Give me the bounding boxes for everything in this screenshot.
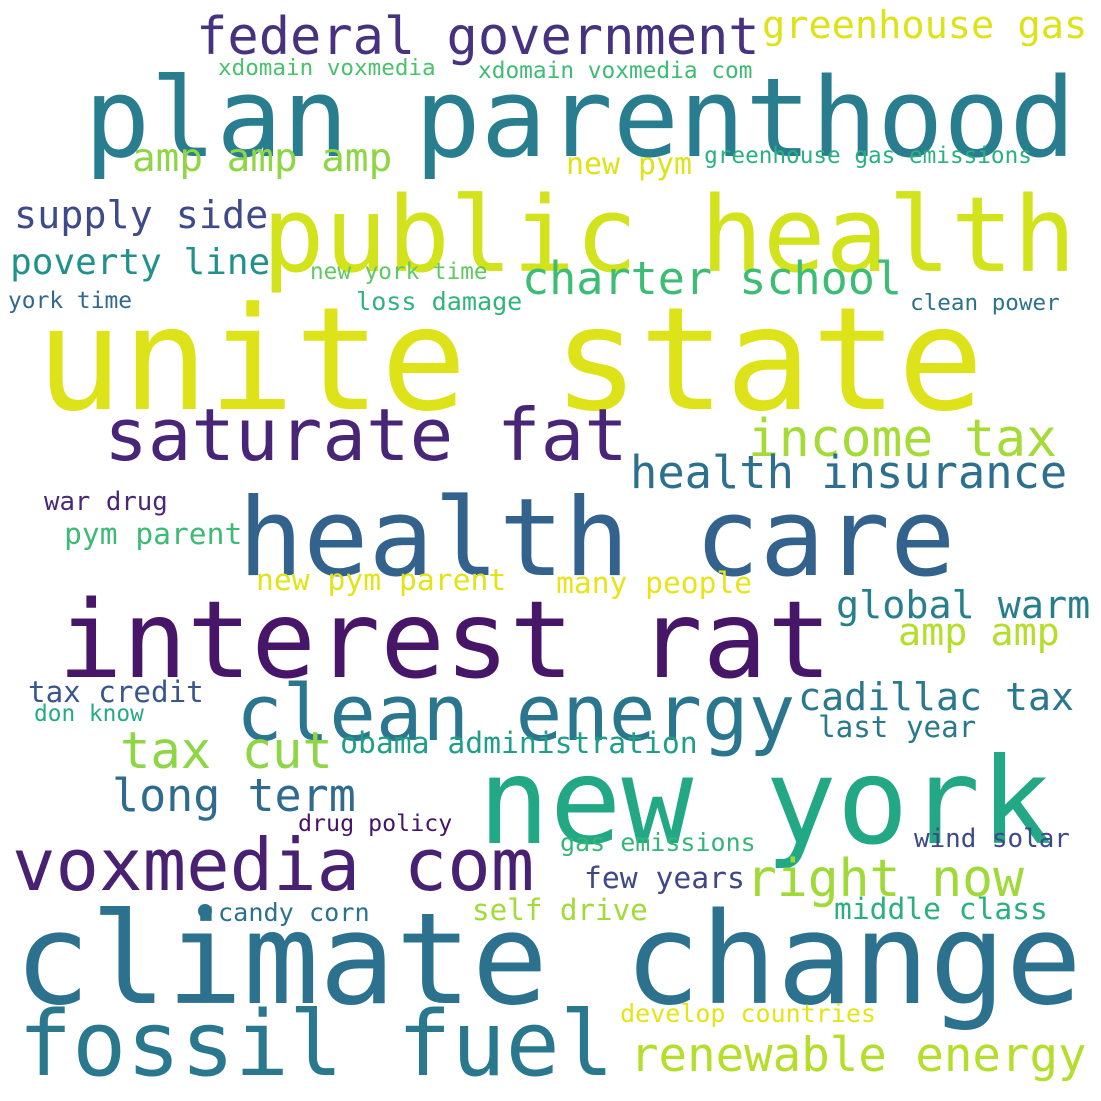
word-york-time: york time [8,288,133,315]
word-charter-school: charter school [522,251,903,305]
word-gas-emissions: gas emissions [560,827,756,857]
word-renewable-energy: renewable energy [630,1028,1087,1084]
word-greenhouse-gas-emissions: greenhouse gas emissions [704,143,1032,170]
word-amp-amp-amp: amp amp amp [132,136,393,182]
word-amp-amp: amp amp [898,609,1060,655]
word-clean-energy: clean energy [236,669,796,760]
word-health-care: health care [238,474,956,602]
word-war-drug: war drug [44,487,168,518]
word-new-pym-parent: new pym parent [256,562,507,598]
word-health-insurance: health insurance [630,446,1068,500]
word-pym-parent: pym parent [64,517,243,552]
word-clean-power: clean power [910,289,1060,316]
word-drug-policy: drug policy [298,809,453,837]
word-poverty-line: poverty line [10,242,271,283]
word-new-york-time: new york time [310,259,488,286]
word-global-warm: global warm [836,582,1091,628]
word-wind-solar: wind solar [914,823,1070,854]
word-federal-government: federal government [196,7,760,67]
word-new-york: new york [478,733,1053,873]
word-tax-credit: tax credit [28,674,204,709]
word-long-term: long term [112,768,356,822]
dot-mark [198,904,212,918]
word-interest-rat: interest rat [58,579,832,704]
word-xdomain-voxmedia-com: xdomain voxmedia com [478,58,753,85]
word-greenhouse-gas: greenhouse gas [762,3,1088,49]
word-income-tax: income tax [748,408,1057,469]
word-xdomain-voxmedia: xdomain voxmedia [218,55,436,82]
word-obama-administration: obama administration [340,725,698,761]
word-voxmedia-com: voxmedia com [12,823,535,908]
word-public-health: public health [262,173,1076,296]
word-unite-state: unite state [36,275,984,443]
word-fossil-fuel: fossil fuel [18,992,615,1097]
word-climate-change: climate change [14,885,1082,1034]
word-middle-class: middle class [834,891,1048,926]
word-last-year: last year [818,709,977,744]
word-many-people: many people [556,565,753,600]
word-candy-corn: candy corn [218,897,370,927]
word-plan-parenthood: plan parenthood [84,53,1076,182]
word-new-pym: new pym [566,147,692,183]
word-don-know: don know [34,700,144,727]
word-develop-countries: develop countries [620,999,876,1028]
word-few-years: few years [584,860,745,896]
word-supply-side: supply side [14,192,269,238]
word-cadillac-tax: cadillac tax [798,675,1074,720]
word-loss-damage: loss damage [356,286,523,316]
word-tax-cut: tax cut [120,720,333,780]
word-right-now: right now [746,848,1024,909]
word-saturate-fat: saturate fat [104,394,628,479]
word-self-drive: self drive [472,893,648,928]
